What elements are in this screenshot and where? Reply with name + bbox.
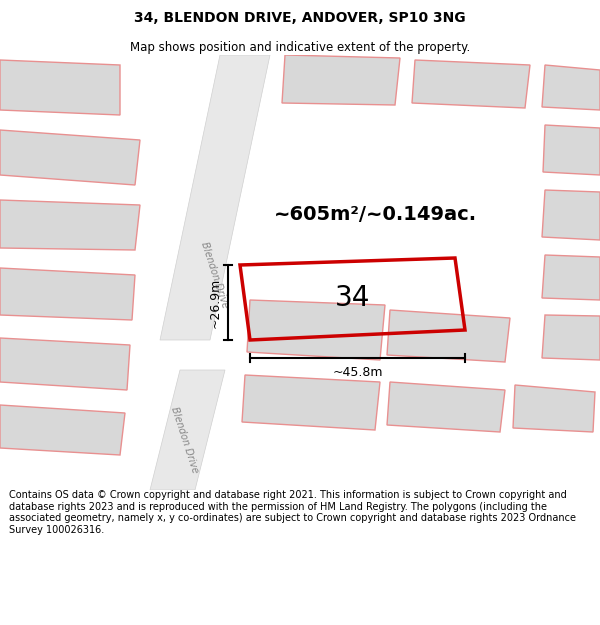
Polygon shape: [0, 60, 120, 115]
Polygon shape: [242, 375, 380, 430]
Text: ~45.8m: ~45.8m: [332, 366, 383, 379]
Text: Contains OS data © Crown copyright and database right 2021. This information is : Contains OS data © Crown copyright and d…: [9, 490, 576, 535]
Polygon shape: [542, 255, 600, 300]
Text: Map shows position and indicative extent of the property.: Map shows position and indicative extent…: [130, 41, 470, 54]
Polygon shape: [247, 300, 385, 360]
Polygon shape: [387, 382, 505, 432]
Polygon shape: [542, 190, 600, 240]
Polygon shape: [282, 55, 400, 105]
Polygon shape: [412, 60, 530, 108]
Polygon shape: [542, 65, 600, 110]
Polygon shape: [0, 200, 140, 250]
Polygon shape: [0, 130, 140, 185]
Polygon shape: [542, 315, 600, 360]
Text: Blendon Drive: Blendon Drive: [170, 406, 200, 474]
Text: 34, BLENDON DRIVE, ANDOVER, SP10 3NG: 34, BLENDON DRIVE, ANDOVER, SP10 3NG: [134, 11, 466, 25]
Polygon shape: [0, 338, 130, 390]
Polygon shape: [513, 385, 595, 432]
Text: ~605m²/~0.149ac.: ~605m²/~0.149ac.: [274, 206, 476, 224]
Text: ~26.9m: ~26.9m: [209, 278, 222, 328]
Text: 34: 34: [335, 284, 370, 312]
Polygon shape: [150, 370, 225, 490]
Text: Blendon Drive: Blendon Drive: [200, 241, 230, 309]
Polygon shape: [160, 55, 270, 340]
Polygon shape: [0, 405, 125, 455]
Polygon shape: [543, 125, 600, 175]
Polygon shape: [387, 310, 510, 362]
Polygon shape: [0, 268, 135, 320]
